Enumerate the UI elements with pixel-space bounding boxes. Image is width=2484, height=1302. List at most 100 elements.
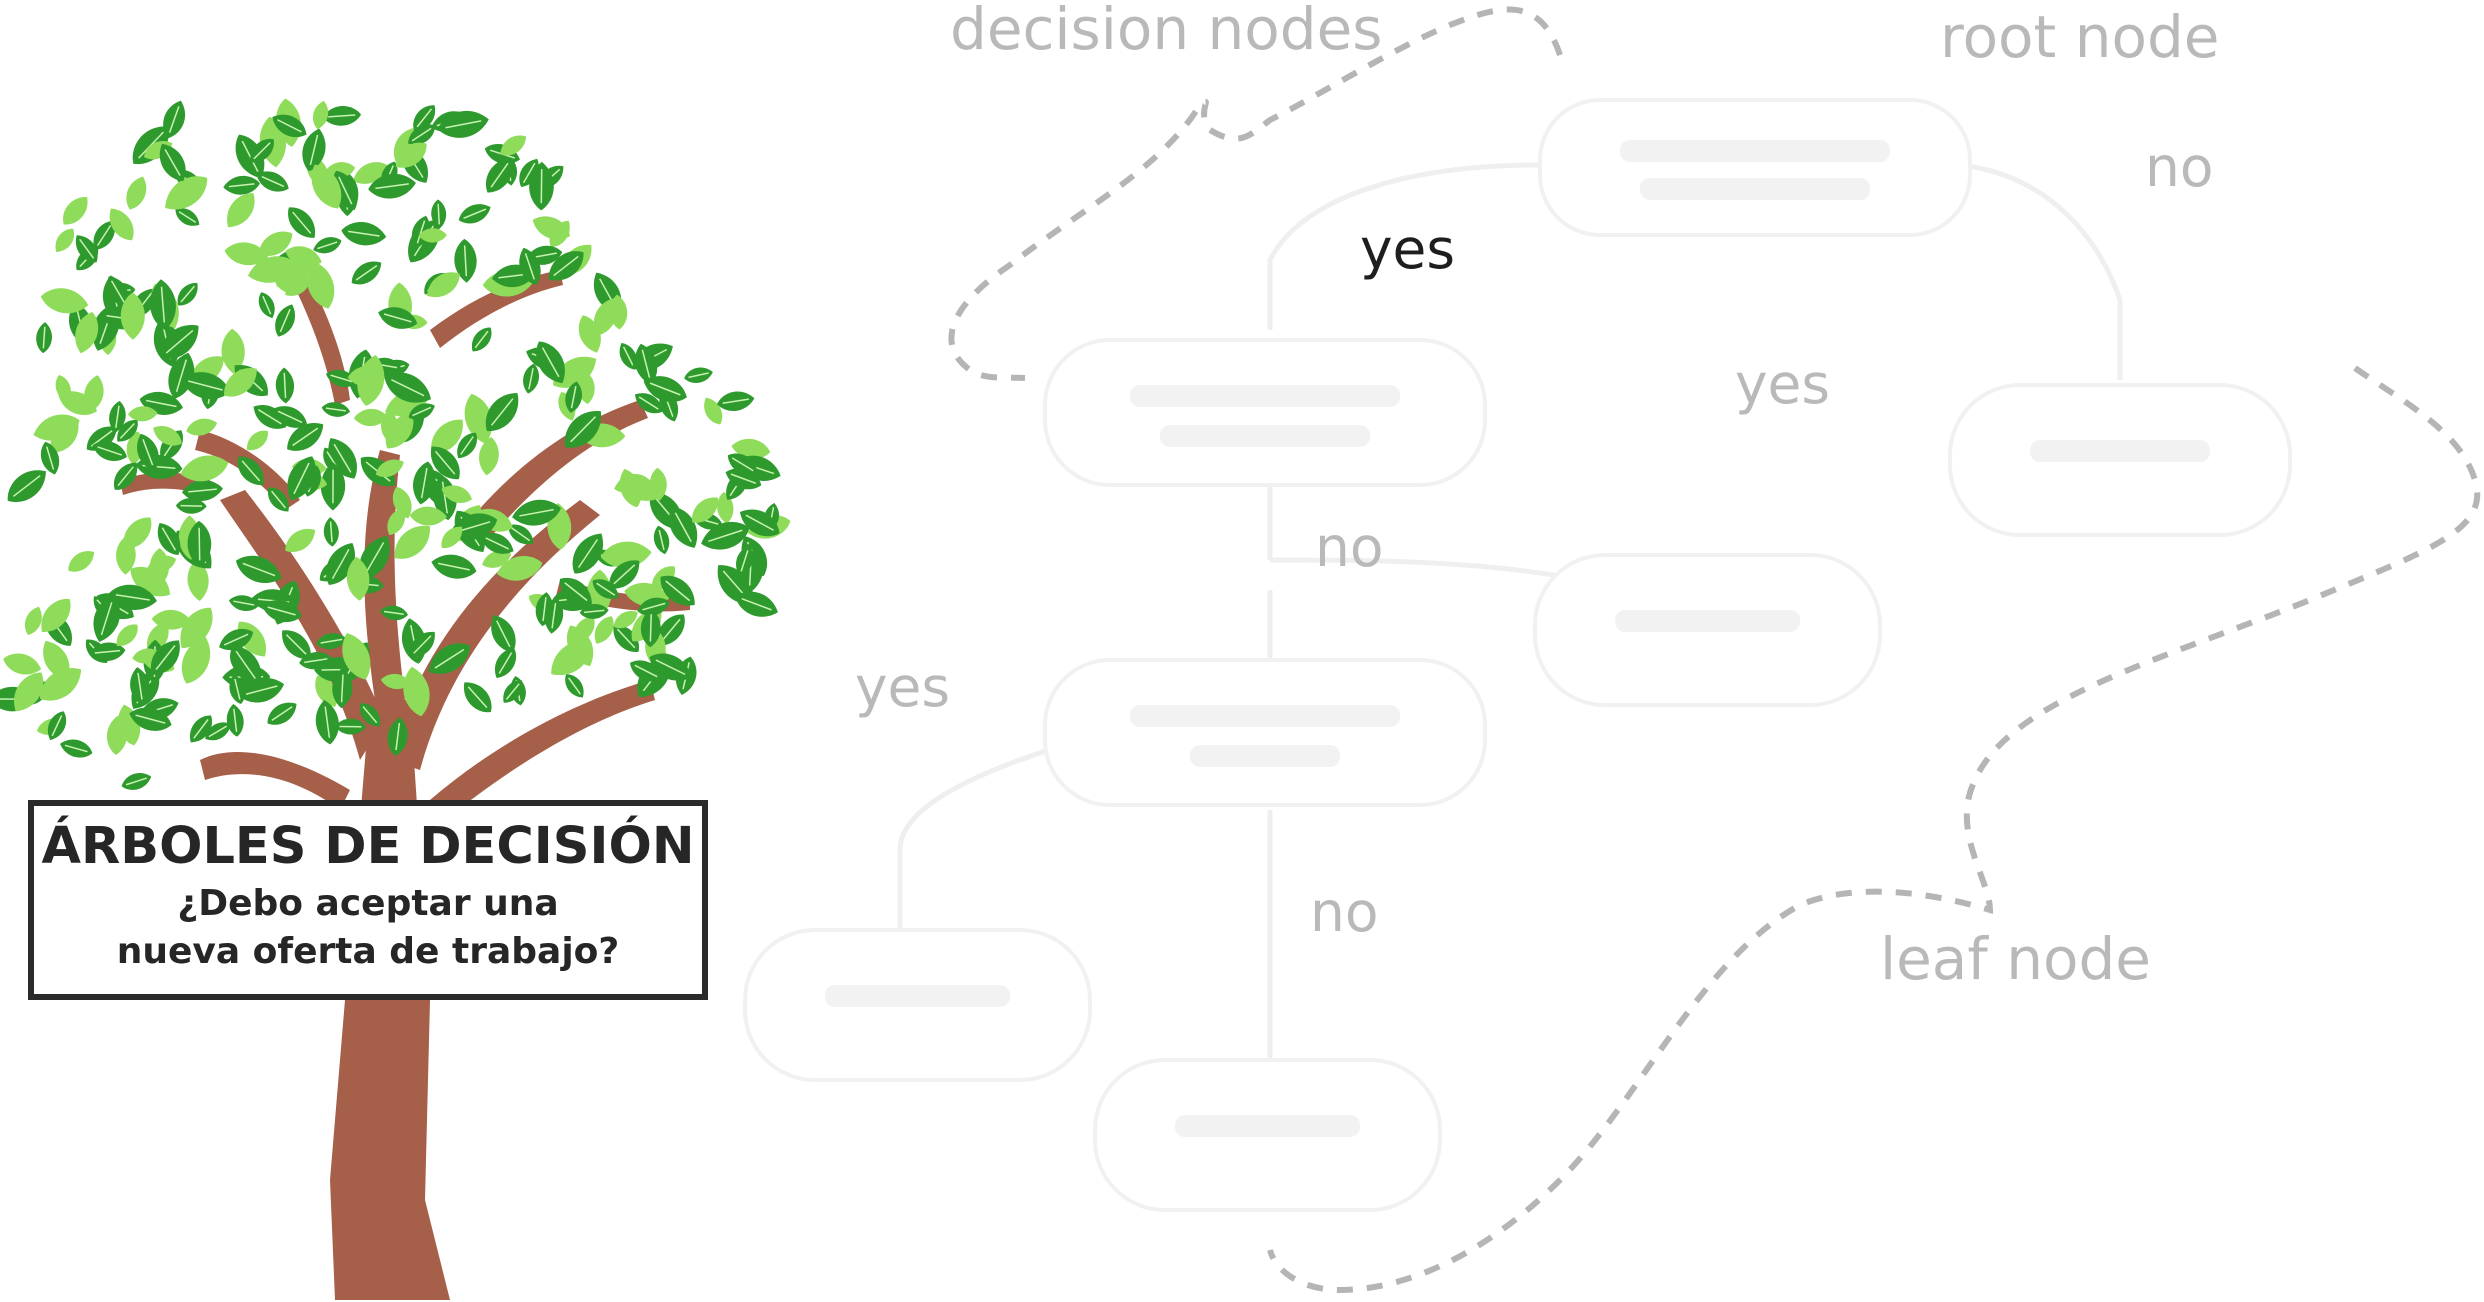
leaf-shape bbox=[549, 220, 570, 247]
leaf-shape bbox=[593, 298, 617, 336]
leaf-shape bbox=[311, 164, 342, 209]
leaf-vein bbox=[490, 162, 509, 188]
leaf-shape bbox=[594, 616, 614, 644]
leaf-vein bbox=[125, 777, 148, 786]
leaf-shape bbox=[613, 611, 638, 629]
leaf-vein bbox=[412, 406, 432, 417]
edge-label-left-yes: yes bbox=[855, 655, 951, 719]
leaf-vein bbox=[115, 405, 120, 429]
leaf-vein bbox=[267, 606, 296, 616]
leaf-vein bbox=[317, 241, 338, 250]
leaf-vein bbox=[740, 550, 749, 572]
leaf-vein bbox=[198, 527, 201, 561]
leaf-vein bbox=[745, 514, 774, 531]
leaf-vein bbox=[168, 106, 180, 133]
leaf-vein bbox=[188, 380, 223, 391]
edge-label-root-no: no bbox=[2145, 135, 2214, 199]
leaf-vein bbox=[180, 285, 195, 303]
leaf-vein bbox=[649, 614, 652, 642]
leaf-vein bbox=[498, 652, 513, 674]
leaf-vein bbox=[223, 633, 249, 646]
leaf-shape bbox=[181, 637, 211, 684]
leaf-vein bbox=[391, 379, 425, 397]
leaf-vein bbox=[42, 326, 46, 349]
leaf-shape bbox=[285, 275, 312, 296]
leaf-vein bbox=[90, 430, 113, 447]
label-decision-nodes: decision nodes bbox=[950, 0, 1383, 63]
sign-subtitle-line-2: nueva oferta de trabajo? bbox=[116, 931, 620, 973]
leaf-shape bbox=[116, 624, 138, 646]
sign-title: ÁRBOLES DE DECISIÓN bbox=[41, 817, 695, 876]
leaf-shape bbox=[387, 508, 406, 536]
leaf-shape bbox=[315, 675, 338, 707]
leaf-vein bbox=[161, 527, 177, 551]
leaf-vein bbox=[542, 597, 547, 622]
leaf-shape bbox=[24, 606, 42, 635]
leaf-vein bbox=[445, 120, 482, 129]
leaf-vein bbox=[320, 638, 343, 644]
leaf-shape bbox=[692, 497, 718, 523]
leaf-shape bbox=[75, 311, 99, 354]
leaf-vein bbox=[347, 230, 380, 237]
leaf-vein bbox=[463, 208, 487, 219]
leaf-vein bbox=[137, 672, 143, 700]
leaf-vein bbox=[437, 203, 440, 225]
leaf-shape bbox=[380, 673, 411, 690]
leaf-shape bbox=[109, 208, 134, 241]
leaf-vein bbox=[165, 329, 194, 354]
leaf-vein bbox=[234, 678, 241, 700]
leaf-vein bbox=[188, 488, 217, 493]
leaf-vein bbox=[395, 722, 401, 751]
leaf-vein bbox=[641, 349, 651, 379]
sign-subtitle: ¿Debo aceptar una nueva oferta de trabaj… bbox=[34, 880, 702, 977]
label-root-node: root node bbox=[1940, 3, 2220, 71]
leaf-vein bbox=[242, 562, 276, 577]
leaf-vein bbox=[441, 481, 448, 514]
leaf-vein bbox=[233, 600, 255, 606]
title-sign: ÁRBOLES DE DECISIÓN ¿Debo aceptar una nu… bbox=[28, 800, 708, 1000]
leaf-vein bbox=[283, 372, 287, 399]
leaf-shape bbox=[717, 492, 734, 524]
leaf-shape bbox=[165, 176, 208, 210]
leaf-vein bbox=[355, 265, 378, 281]
leaf-vein bbox=[279, 308, 291, 333]
leaf-vein bbox=[146, 399, 177, 408]
leaf-vein bbox=[64, 744, 88, 753]
leaf-vein bbox=[258, 409, 282, 425]
leaf-vein bbox=[490, 398, 514, 426]
leaf-vein bbox=[135, 714, 166, 724]
leaf-vein bbox=[100, 602, 113, 636]
leaf-vein bbox=[528, 368, 534, 390]
leaf-shape bbox=[149, 548, 170, 587]
root-node-shape bbox=[1538, 98, 1972, 237]
leaf-vein bbox=[541, 347, 560, 378]
leaf-shape bbox=[187, 559, 209, 602]
leaf-vein bbox=[228, 183, 255, 188]
leaf-vein bbox=[46, 446, 55, 470]
leaf-vein bbox=[110, 280, 125, 303]
leaf-vein bbox=[416, 108, 433, 128]
leaf-vein bbox=[96, 224, 112, 247]
edge-label-mid-yes: yes bbox=[1735, 352, 1831, 416]
leaf-vein bbox=[331, 548, 350, 580]
leaf-shape bbox=[58, 391, 97, 415]
leaf-shape bbox=[153, 426, 182, 446]
leaf-vein bbox=[583, 609, 605, 614]
leaf-vein bbox=[622, 346, 634, 366]
edge-label-root-yes: yes bbox=[1360, 217, 1456, 281]
leaf-vein bbox=[420, 467, 428, 499]
leaf-vein bbox=[570, 416, 597, 443]
leaf-node-outline bbox=[1267, 365, 2481, 1294]
leaf-shape bbox=[427, 272, 460, 298]
edge-label-lower-no: no bbox=[1310, 880, 1379, 944]
leaf-vein bbox=[329, 521, 333, 543]
leaf-vein bbox=[383, 313, 412, 323]
leaf-shape bbox=[224, 368, 257, 397]
leaf-vein bbox=[375, 183, 409, 190]
leaf-vein bbox=[333, 443, 352, 473]
leaf-vein bbox=[51, 715, 63, 737]
leaf-vein bbox=[208, 725, 228, 738]
leaf-vein bbox=[463, 245, 468, 277]
leaf-vein bbox=[340, 674, 344, 703]
